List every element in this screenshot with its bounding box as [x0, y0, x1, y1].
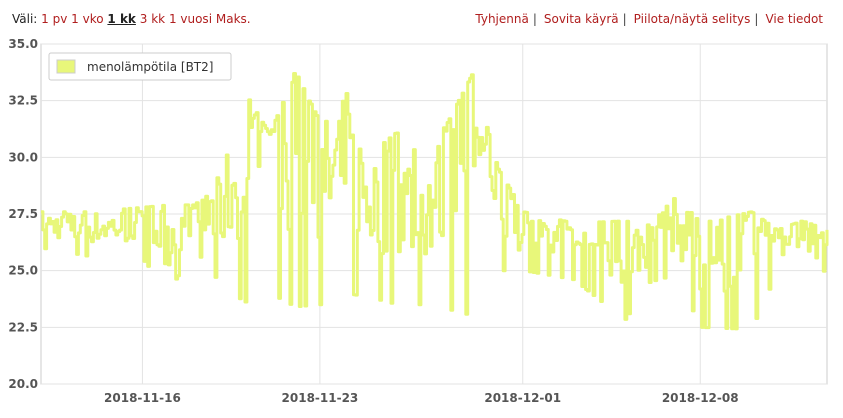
action-link[interactable]: Sovita käyrä	[543, 12, 619, 26]
action-separator: |	[754, 12, 759, 26]
series-line	[41, 72, 829, 331]
y-tick-label: 25.0	[8, 264, 38, 278]
legend-box	[48, 52, 232, 81]
legend-swatch	[56, 59, 76, 74]
x-tick-label: 2018-11-23	[282, 391, 359, 405]
x-tick-label: 2018-12-01	[484, 391, 561, 405]
action-separator: |	[622, 12, 627, 26]
chart-actions: Tyhjennä | Sovita käyrä | Piilota/näytä seli…	[475, 12, 823, 26]
x-tick-label: 2018-11-16	[104, 391, 181, 405]
range-option[interactable]: 3 kk	[139, 12, 166, 26]
y-tick-label: 20.0	[8, 377, 38, 391]
y-tick-label: 27.5	[8, 207, 38, 221]
range-option[interactable]: 1 vuosi	[168, 12, 213, 26]
range-option[interactable]: 1 pv	[41, 12, 68, 26]
chart: 20.0 22.5 25.0 27.5 30.0 32.5 35.0 2018-11-16 20…	[8, 37, 829, 405]
y-tick-label: 35.0	[8, 37, 38, 51]
x-tick-label: 2018-12-08	[662, 391, 739, 405]
range-option[interactable]: Maks.	[215, 12, 251, 26]
range-label: Väli:	[12, 12, 38, 26]
action-link[interactable]: Piilota/näytä selitys	[633, 12, 751, 26]
action-link[interactable]: Tyhjennä	[475, 12, 529, 26]
range-selector: Väli: 1 pv 1 vko 1 kk 3 kk 1 vuosi Maks.	[12, 12, 251, 26]
toolbar: Väli: 1 pv 1 vko 1 kk 3 kk 1 vuosi Maks.…	[0, 0, 843, 36]
y-tick-label: 30.0	[8, 150, 38, 164]
y-tick-label: 32.5	[8, 94, 38, 108]
action-separator: |	[532, 12, 537, 26]
y-tick-label: 22.5	[8, 320, 38, 334]
range-option[interactable]: 1 vko	[71, 12, 104, 26]
action-link[interactable]: Vie tiedot	[765, 12, 823, 26]
range-option[interactable]: 1 kk	[107, 12, 136, 26]
legend-label: menolämpötila [BT2]	[87, 60, 213, 74]
